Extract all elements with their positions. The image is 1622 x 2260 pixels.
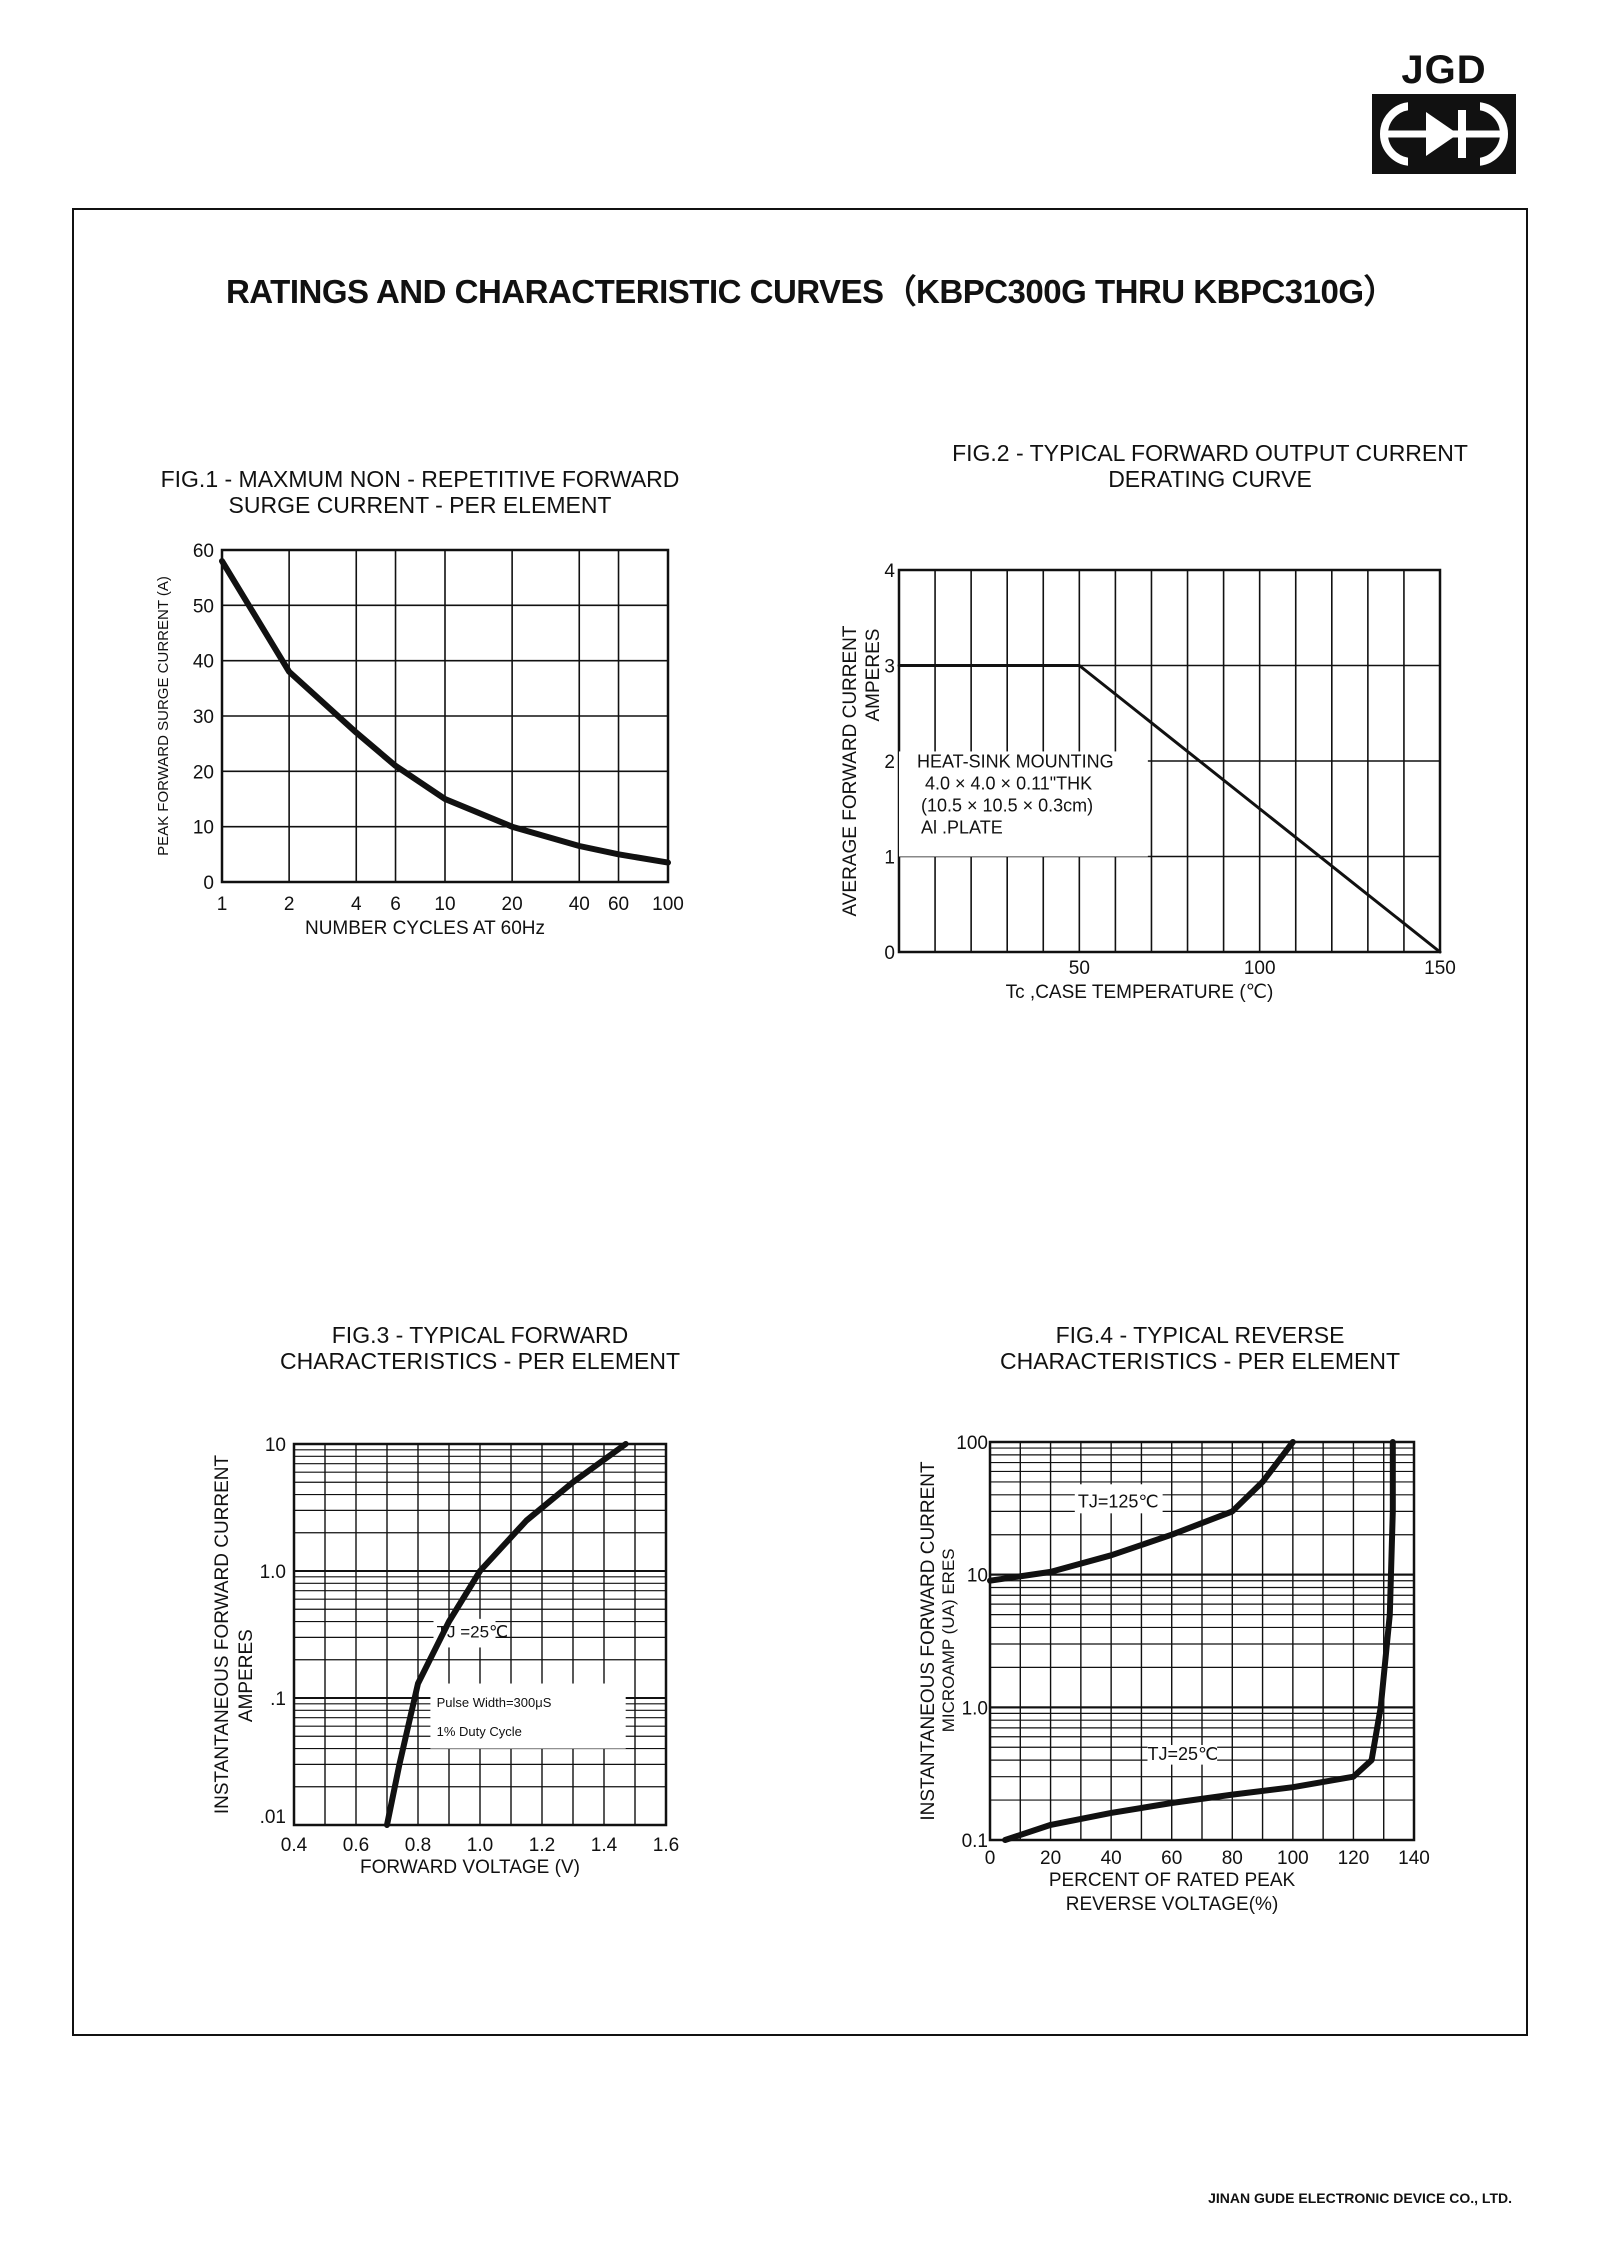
fig3-xtick-label: 0.6 xyxy=(343,1835,369,1856)
fig4-xtick-label: 20 xyxy=(1040,1848,1061,1869)
fig3-xtick-label: 0.4 xyxy=(281,1835,308,1856)
fig2-xtick-label: 50 xyxy=(1069,958,1090,979)
fig2-title-line2: DERATING CURVE xyxy=(1108,466,1312,492)
fig1-title-line1: FIG.1 - MAXMUM NON - REPETITIVE FORWARD xyxy=(160,466,680,492)
content-frame xyxy=(72,208,1528,2036)
fig1-xtick-label: 2 xyxy=(284,894,295,915)
fig3-ylabel-line1: INSTANTANEOUS FORWARD CURRENT xyxy=(212,1454,233,1814)
fig4-label-bg xyxy=(1074,1484,1163,1514)
fig4-ytick-label: 1.0 xyxy=(962,1698,988,1719)
fig3-series-line xyxy=(384,1441,629,1828)
diode-logo-icon xyxy=(1372,94,1516,174)
fig3-ytick-label: 10 xyxy=(265,1435,286,1456)
fig2-ytick-label: 4 xyxy=(884,561,895,582)
fig4-title-line1: FIG.4 - TYPICAL REVERSE xyxy=(1055,1322,1345,1348)
fig4-ylabel-line1: INSTANTANEOUS FORWARD CURRENT xyxy=(918,1461,939,1821)
fig4-xtick-label: 0 xyxy=(985,1848,996,1869)
fig4-xtick-label: 40 xyxy=(1101,1848,1122,1869)
fig2-annotation-line: HEAT-SINK MOUNTING xyxy=(917,752,1114,772)
fig3-title: FIG.3 - TYPICAL FORWARD CHARACTERISTICS … xyxy=(220,1322,740,1374)
fig1-ytick-label: 20 xyxy=(193,762,214,783)
fig3-annotation-bg xyxy=(430,1683,626,1749)
fig2-ytick-label: 0 xyxy=(884,943,895,964)
fig4-series-line-2 xyxy=(1002,1439,1396,1843)
fig4-xtick-label: 60 xyxy=(1161,1848,1182,1869)
footer-company: JINAN GUDE ELECTRONIC DEVICE CO., LTD. xyxy=(1208,2190,1512,2206)
fig1-xtick-label: 20 xyxy=(502,894,523,915)
fig4-ytick-label: 100 xyxy=(956,1433,988,1454)
fig2-ytick-label: 3 xyxy=(884,657,895,678)
fig4-xtick-label: 140 xyxy=(1398,1848,1430,1869)
fig3-xtick-label: 0.8 xyxy=(405,1835,431,1856)
fig1-ytick-label: 60 xyxy=(193,541,214,562)
fig2-xtick-label: 150 xyxy=(1424,958,1456,979)
fig1-xtick-label: 10 xyxy=(434,894,455,915)
fig1-title: FIG.1 - MAXMUM NON - REPETITIVE FORWARD … xyxy=(140,466,700,518)
fig1-ytick-label: 10 xyxy=(193,818,214,839)
fig4-ytick-label: 10 xyxy=(967,1566,988,1587)
fig2-xlabel: Tc ,CASE TEMPERATURE (℃) xyxy=(1006,982,1274,1003)
company-logo: JGD xyxy=(1372,48,1516,174)
page-title: RATINGS AND CHARACTERISTIC CURVES（KBPC30… xyxy=(225,273,1397,310)
fig1-ytick-label: 50 xyxy=(193,596,214,617)
fig3-xlabel: FORWARD VOLTAGE (V) xyxy=(360,1857,580,1878)
fig4-ylabel-line2: MICROAMP (UA) ERES xyxy=(939,1548,958,1732)
fig4-label-bg xyxy=(1147,1745,1218,1765)
fig1-ytick-label: 0 xyxy=(203,873,214,894)
fig4-xtick-label: 80 xyxy=(1222,1848,1243,1869)
fig4-xlabel-line1: PERCENT OF RATED PEAK xyxy=(1049,1870,1296,1891)
fig2-ytick-label: 1 xyxy=(884,848,895,869)
fig4-xlabel-line2: REVERSE VOLTAGE(%) xyxy=(1066,1894,1279,1915)
fig3-title-line2: CHARACTERISTICS - PER ELEMENT xyxy=(280,1348,680,1374)
fig3-xtick-label: 1.6 xyxy=(653,1835,679,1856)
fig2-title: FIG.2 - TYPICAL FORWARD OUTPUT CURRENT D… xyxy=(860,440,1560,492)
fig3-annotation-duty: 1% Duty Cycle xyxy=(437,1724,522,1739)
fig1-xtick-label: 1 xyxy=(217,894,228,915)
fig3-ytick-label: .1 xyxy=(270,1689,286,1710)
fig3-ytick-label: 1.0 xyxy=(260,1562,286,1583)
fig3-annotation-pulse: Pulse Width=300μS xyxy=(437,1695,552,1710)
fig1-ytick-label: 40 xyxy=(193,652,214,673)
fig1-ytick-label: 30 xyxy=(193,707,214,728)
fig4-xtick-label: 100 xyxy=(1277,1848,1309,1869)
fig2-ylabel-line1: AVERAGE FORWARD CURRENT xyxy=(840,625,861,916)
fig2-annotation-line: (10.5 × 10.5 × 0.3cm) xyxy=(921,796,1093,816)
fig2-ylabel-line2: AMPERES xyxy=(863,629,884,722)
fig1-xtick-label: 100 xyxy=(652,894,684,915)
fig4-ytick-label: 0.1 xyxy=(962,1831,988,1852)
fig2-title-line1: FIG.2 - TYPICAL FORWARD OUTPUT CURRENT xyxy=(952,440,1468,466)
fig3-ytick-label: .01 xyxy=(260,1807,286,1828)
fig2-annotation-box xyxy=(899,751,1148,857)
fig1-ylabel: PEAK FORWARD SURGE CURRENT (A) xyxy=(155,576,172,856)
fig2-ytick-label: 2 xyxy=(884,752,895,773)
fig1-title-line2: SURGE CURRENT - PER ELEMENT xyxy=(228,492,612,518)
fig3-xtick-label: 1.2 xyxy=(529,1835,555,1856)
fig2-xtick-label: 100 xyxy=(1244,958,1276,979)
fig4-xtick-label: 120 xyxy=(1338,1848,1370,1869)
fig4-series-label: TJ=25℃ xyxy=(1147,1744,1218,1764)
fig3-title-line1: FIG.3 - TYPICAL FORWARD xyxy=(331,1322,629,1348)
logo-text: JGD xyxy=(1401,48,1487,92)
fig4-title: FIG.4 - TYPICAL REVERSE CHARACTERISTICS … xyxy=(940,1322,1460,1374)
fig3-ylabel-line2: AMPERES xyxy=(236,1629,257,1722)
fig3-xtick-label: 1.4 xyxy=(591,1835,618,1856)
fig1-xtick-label: 40 xyxy=(569,894,590,915)
fig1-xtick-label: 4 xyxy=(351,894,362,915)
fig4-series-label: TJ=125℃ xyxy=(1078,1492,1159,1512)
fig2-annotation-line: Al .PLATE xyxy=(921,818,1003,838)
fig1-xlabel: NUMBER CYCLES AT 60Hz xyxy=(305,918,545,939)
fig1-xtick-label: 60 xyxy=(608,894,629,915)
fig2-annotation-line: 4.0 × 4.0 × 0.11"THK xyxy=(925,774,1092,794)
fig3-annotation-tj: TJ =25℃ xyxy=(437,1622,509,1641)
fig4-title-line2: CHARACTERISTICS - PER ELEMENT xyxy=(1000,1348,1400,1374)
fig1-xtick-label: 6 xyxy=(390,894,401,915)
fig3-xtick-label: 1.0 xyxy=(467,1835,493,1856)
